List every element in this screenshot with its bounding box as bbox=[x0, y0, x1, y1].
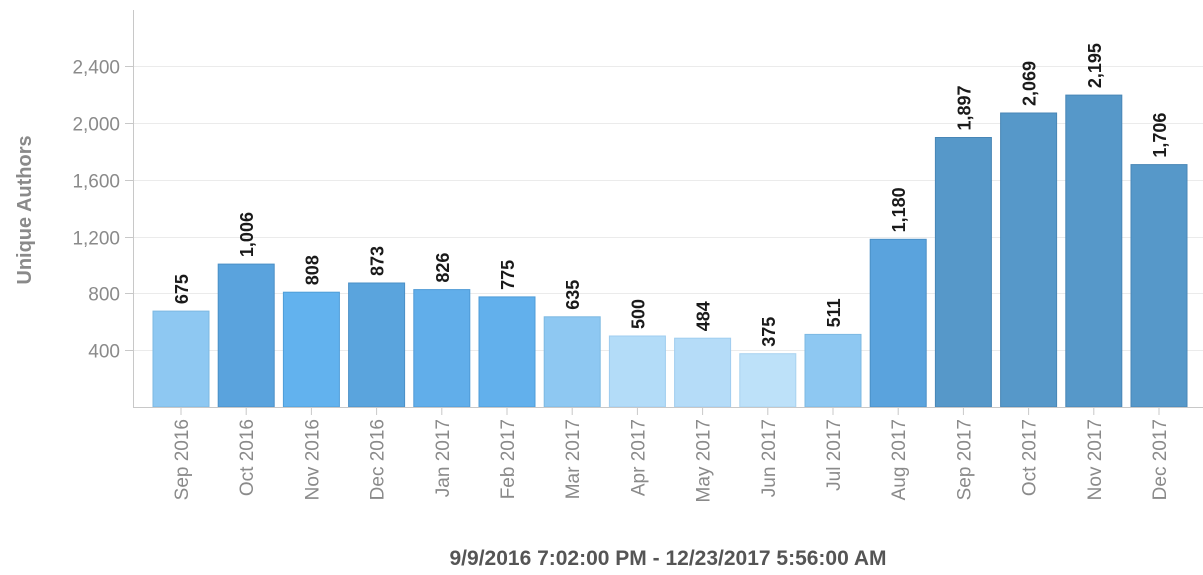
x-tick-label: Mar 2017 bbox=[563, 419, 584, 499]
bar-value-label: 500 bbox=[628, 299, 648, 329]
bar-value-label: 873 bbox=[368, 246, 388, 276]
bar[interactable] bbox=[674, 337, 732, 408]
bar[interactable] bbox=[1130, 164, 1188, 408]
bar[interactable] bbox=[152, 310, 210, 408]
bar-value-label: 1,897 bbox=[954, 85, 974, 130]
bars bbox=[152, 94, 1188, 408]
bar[interactable] bbox=[543, 316, 601, 408]
x-tick-label: Sep 2017 bbox=[954, 419, 975, 500]
bar[interactable] bbox=[608, 335, 666, 408]
bar-value-label: 1,180 bbox=[889, 187, 909, 232]
bar[interactable] bbox=[413, 289, 471, 408]
x-tick-label: Dec 2016 bbox=[368, 419, 389, 500]
bar-value-label: 635 bbox=[563, 280, 583, 310]
x-tick-label: Nov 2016 bbox=[302, 419, 323, 500]
bar-value-label: 1,006 bbox=[237, 212, 257, 257]
bar[interactable] bbox=[478, 296, 536, 408]
bar-value-label: 808 bbox=[302, 255, 322, 285]
bar-value-label: 2,069 bbox=[1020, 61, 1040, 106]
y-tick-label: 1,600 bbox=[72, 172, 120, 193]
y-axis-title: Unique Authors bbox=[14, 135, 36, 284]
bar[interactable] bbox=[869, 238, 927, 408]
bar[interactable] bbox=[1065, 94, 1123, 408]
x-tick-label: Aug 2017 bbox=[889, 419, 910, 500]
x-tick-label: Dec 2017 bbox=[1150, 419, 1171, 500]
x-tick-label: Jan 2017 bbox=[433, 419, 454, 497]
y-tick-label: 400 bbox=[88, 342, 120, 363]
y-tick-label: 2,000 bbox=[72, 115, 120, 136]
x-tick-label: Apr 2017 bbox=[628, 419, 649, 496]
x-tick-label: Oct 2017 bbox=[1020, 419, 1041, 496]
bar-value-label: 511 bbox=[824, 298, 844, 327]
bar-value-label: 2,195 bbox=[1085, 43, 1105, 88]
x-tick-label: May 2017 bbox=[694, 419, 715, 502]
x-axis-date-range: 9/9/2016 7:02:00 PM - 12/23/2017 5:56:00… bbox=[450, 547, 887, 570]
x-tick-label: Sep 2016 bbox=[172, 419, 193, 500]
x-tick-label: Jul 2017 bbox=[824, 419, 845, 491]
x-tick-label: Feb 2017 bbox=[498, 419, 519, 499]
x-tick-label: Jun 2017 bbox=[759, 419, 780, 497]
bar-value-label: 675 bbox=[172, 274, 192, 304]
axes bbox=[125, 10, 1203, 415]
labels: 400 800 1,200 1,600 2,000 2,400 675 Sep 2016 1,0… bbox=[72, 43, 1171, 502]
y-tick-label: 800 bbox=[88, 285, 120, 306]
bar[interactable] bbox=[739, 353, 797, 408]
bar[interactable] bbox=[282, 291, 340, 408]
x-tick-label: Oct 2016 bbox=[237, 419, 258, 496]
bar-value-label: 484 bbox=[694, 301, 714, 331]
bar[interactable] bbox=[348, 282, 406, 408]
y-tick-label: 2,400 bbox=[72, 58, 120, 79]
bar[interactable] bbox=[1000, 112, 1058, 408]
bar-value-label: 1,706 bbox=[1150, 113, 1170, 158]
bar-value-label: 775 bbox=[498, 260, 518, 290]
bar[interactable] bbox=[804, 333, 862, 408]
bar-value-label: 826 bbox=[433, 253, 453, 283]
y-tick-label: 1,200 bbox=[72, 229, 120, 250]
bar-value-label: 375 bbox=[759, 317, 779, 347]
x-tick-label: Nov 2017 bbox=[1085, 419, 1106, 500]
bar[interactable] bbox=[217, 263, 275, 408]
bar[interactable] bbox=[934, 137, 992, 408]
